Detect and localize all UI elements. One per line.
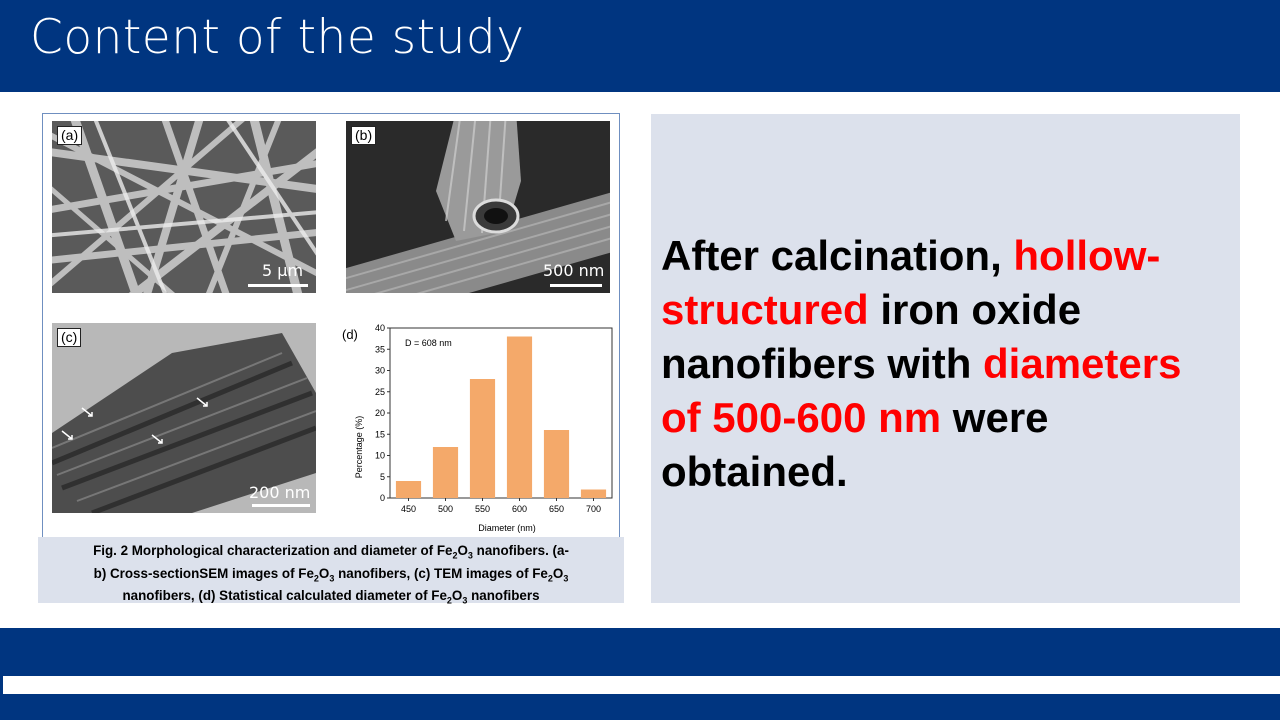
scale-text-a: 5 μm xyxy=(262,261,304,280)
summary-text: After calcination, hollow-structured iro… xyxy=(661,232,1182,495)
bar-650 xyxy=(543,430,570,498)
caption-line1: Fig. 2 Morphological characterization an… xyxy=(93,543,569,561)
highlight-diameter: diameters of 500-600 nm xyxy=(661,340,1182,441)
x-tick-label: 700 xyxy=(586,504,601,514)
y-tick-label: 0 xyxy=(380,493,385,503)
x-tick-label: 550 xyxy=(475,504,490,514)
sem-image-a-graphic xyxy=(52,121,316,293)
summary-box: After calcination, hollow-structured iro… xyxy=(651,114,1240,603)
y-tick-label: 15 xyxy=(375,429,385,439)
bar-600 xyxy=(506,336,533,498)
footer-bar xyxy=(0,628,1280,720)
caption-line3: nanofibers, (d) Statistical calculated d… xyxy=(122,588,540,607)
sem-image-a: (a) 5 μm xyxy=(52,121,316,293)
scale-text-c: 200 nm xyxy=(249,483,311,502)
highlight-hollow: hollow-structured xyxy=(661,232,1161,333)
tem-image-c-graphic xyxy=(52,323,316,513)
chart-plot-frame xyxy=(389,327,613,499)
chart-ticks: 0 5 10 15 20 25 30 35 40 450 500 550 600 650 700 xyxy=(375,323,601,514)
caption-line2: b) Cross-sectionSEM images of Fe2O3 nano… xyxy=(93,565,569,584)
diameter-histogram: (d) D = 608 nm Percentage (%) Diameter (… xyxy=(342,323,613,533)
y-tick-label: 25 xyxy=(375,387,385,397)
chart-ylabel: Percentage (%) xyxy=(354,416,364,479)
scalebar-a xyxy=(248,284,308,287)
bar-550 xyxy=(469,379,496,498)
bar-450 xyxy=(395,481,422,498)
x-tick-label: 450 xyxy=(401,504,416,514)
sem-image-b-graphic xyxy=(346,121,610,293)
header-bar: Content of the study xyxy=(0,0,1280,92)
x-tick-label: 600 xyxy=(512,504,527,514)
x-tick-label: 500 xyxy=(438,504,453,514)
chart-bars xyxy=(395,336,607,498)
bar-700 xyxy=(580,489,607,498)
panel-label-a: (a) xyxy=(57,126,83,145)
histogram-d: (d) D = 608 nm Percentage (%) Diameter (… xyxy=(336,319,621,537)
sem-image-b: (b) 500 nm xyxy=(346,121,610,293)
footer-stripe xyxy=(3,676,1280,694)
bar-500 xyxy=(432,447,459,498)
panel-label-d: (d) xyxy=(342,327,358,342)
panel-label-b: (b) xyxy=(351,126,377,145)
panel-label-c: (c) xyxy=(57,328,82,347)
y-tick-label: 30 xyxy=(375,366,385,376)
tem-image-c: (c) 200 nm xyxy=(52,323,316,513)
figure-caption: Fig. 2 Morphological characterization an… xyxy=(38,537,624,607)
y-tick-label: 20 xyxy=(375,408,385,418)
y-tick-label: 35 xyxy=(375,344,385,354)
chart-xlabel: Diameter (nm) xyxy=(478,523,536,533)
y-tick-label: 40 xyxy=(375,323,385,333)
y-tick-label: 10 xyxy=(375,451,385,461)
scalebar-c xyxy=(252,504,310,507)
x-tick-label: 650 xyxy=(549,504,564,514)
y-tick-label: 5 xyxy=(380,472,385,482)
chart-annotation: D = 608 nm xyxy=(405,338,452,348)
figure-frame: (a) 5 μm (b) 500 nm xyxy=(42,113,620,538)
slide-title: Content of the study xyxy=(30,10,525,65)
scale-text-b: 500 nm xyxy=(543,261,605,280)
scalebar-b xyxy=(550,284,602,287)
